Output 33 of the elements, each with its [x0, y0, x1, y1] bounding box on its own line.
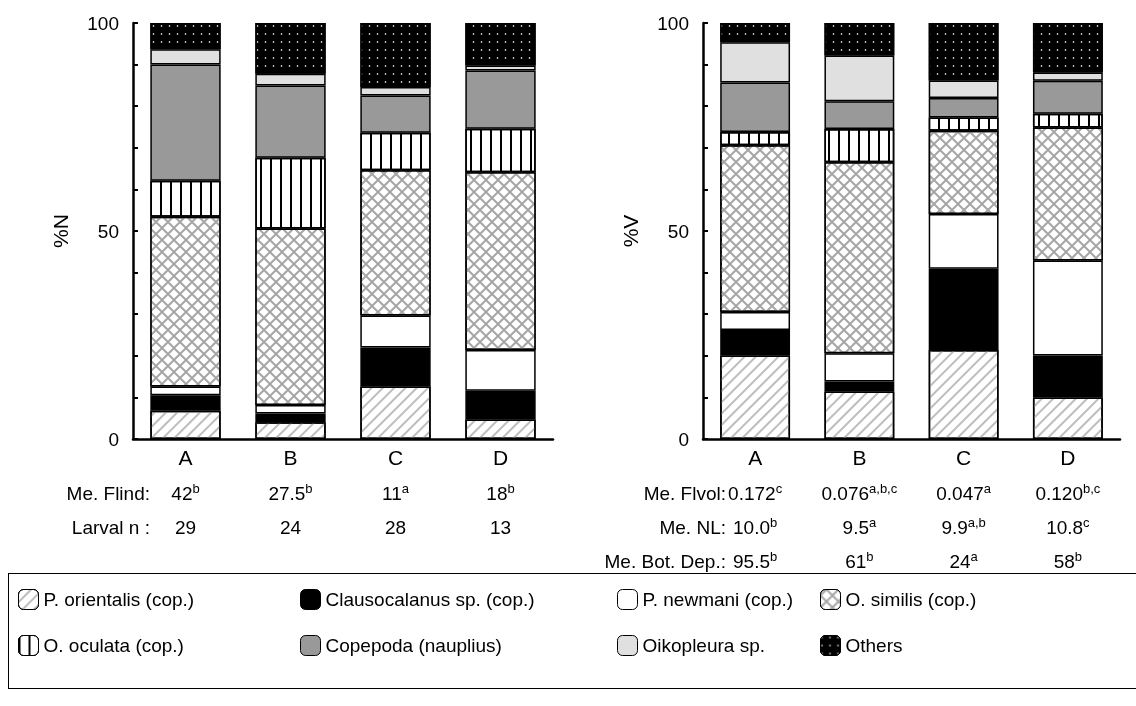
x-tick-label: B: [283, 446, 298, 469]
y-tick-label: 50: [667, 220, 689, 242]
legend-label: O. oculata (cop.): [43, 635, 184, 656]
x-tick-label: B: [852, 446, 867, 469]
legend-label: Copepoda (nauplius): [325, 635, 502, 656]
x-tick-label: A: [178, 446, 193, 469]
x-tick-label: D: [1060, 446, 1076, 469]
y-tick-label: 50: [97, 220, 119, 242]
legend-label: P. newmani (cop.): [642, 589, 794, 610]
text: Larval n :: [71, 516, 150, 538]
text: 13: [489, 516, 512, 538]
y-axis-title: %V: [619, 214, 642, 248]
text: Me. Bot. Dep.:: [604, 550, 726, 572]
x-tick-label: D: [492, 446, 509, 469]
text: 28: [384, 516, 407, 538]
text: Me. Flvol:: [643, 482, 726, 504]
text: 29: [174, 516, 197, 538]
text: Me. Flind:: [66, 482, 150, 504]
text: Me. NL:: [659, 516, 726, 538]
y-tick-label: 0: [108, 428, 119, 450]
legend-label: Clausocalanus sp. (cop.): [325, 589, 535, 610]
x-tick-label: A: [748, 446, 763, 469]
legend-label: Others: [845, 635, 903, 656]
y-tick-label: 0: [678, 428, 689, 450]
y-tick-label: 100: [657, 12, 689, 34]
legend-label: P. orientalis (cop.): [43, 589, 195, 610]
legend-label: O. similis (cop.): [845, 589, 977, 610]
x-tick-label: C: [956, 446, 972, 469]
y-tick-label: 100: [87, 12, 119, 34]
legend-label: Oikopleura sp.: [642, 635, 766, 656]
text: 24: [279, 516, 302, 538]
x-tick-label: C: [387, 446, 404, 469]
y-axis-title: %N: [49, 214, 72, 248]
